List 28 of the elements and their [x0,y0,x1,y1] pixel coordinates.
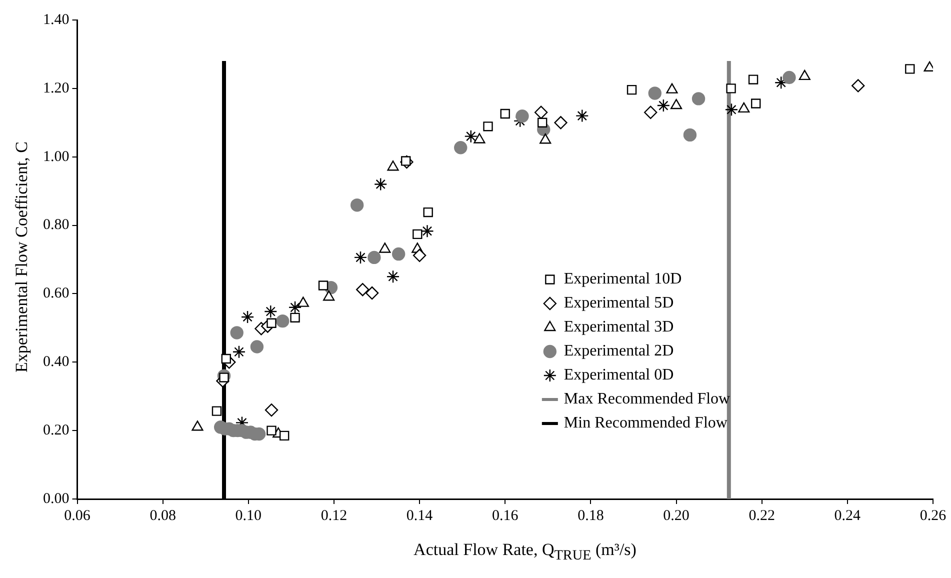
y-tick-label: 0.40 [43,354,70,370]
x-tick-label: 0.14 [406,508,434,524]
legend-label: Experimental 5D [564,294,674,312]
x-tick-label: 0.16 [492,508,519,524]
legend-label: Experimental 0D [564,366,674,384]
legend-label: Experimental 2D [564,342,674,360]
x-tick-label: 0.18 [578,508,604,524]
x-tick-label: 0.08 [150,508,176,524]
x-tick-label: 0.20 [663,508,690,524]
legend-label: Experimental 3D [564,318,674,336]
y-tick-label: 0.00 [43,490,70,507]
y-tick-label: 1.00 [43,148,70,165]
x-tick-label: 0.22 [748,508,775,524]
y-tick-label: 0.20 [43,422,70,439]
x-tick-label: 0.06 [64,508,91,524]
y-tick-label: 0.80 [43,217,70,234]
x-axis-title: Actual Flow Rate, Q$_{TRUE}$ (m³/s) [412,540,638,564]
y-axis-title: Experimental Flow Coefficient, C [12,141,32,373]
legend-label: Min Recommended Flow [564,414,728,432]
y-tick-label: 0.60 [43,286,70,302]
y-tick-label: 1.40 [43,12,70,28]
x-tick-label: 0.26 [920,508,947,524]
legend-label: Max Recommended Flow [564,390,731,408]
legend-label: Experimental 10D [564,270,682,288]
x-tick-label: 0.10 [235,508,262,524]
y-tick-label: 1.20 [43,80,70,96]
x-tick-label: 0.12 [320,508,348,524]
x-tick-label: 0.24 [834,508,862,524]
